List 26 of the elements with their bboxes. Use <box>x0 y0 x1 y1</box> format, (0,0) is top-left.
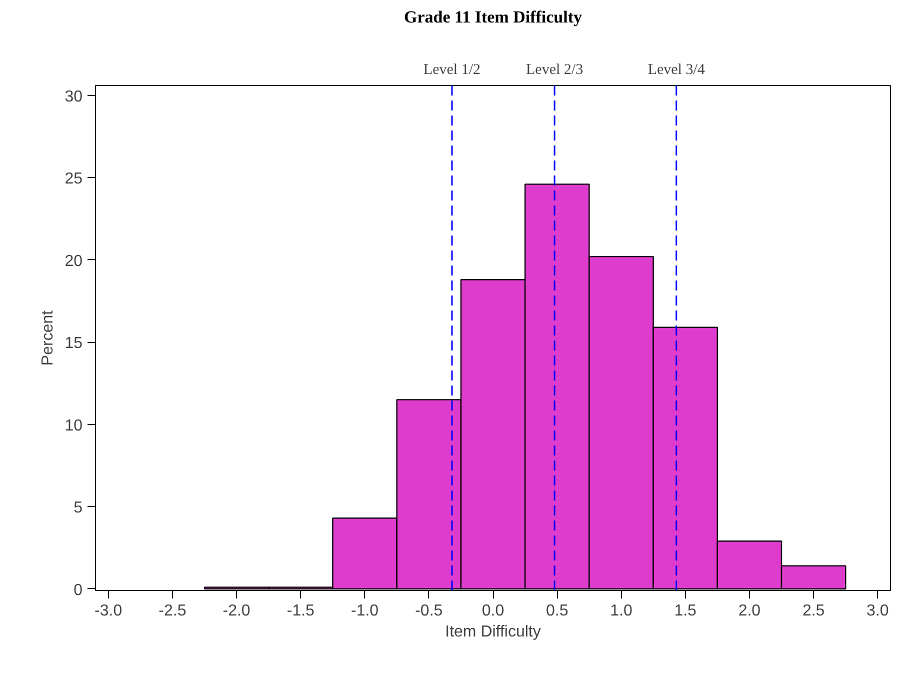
x-tick-label: -3.0 <box>94 602 122 620</box>
y-axis-title: Percent <box>40 310 57 366</box>
y-tick-label: 20 <box>64 252 83 270</box>
y-tick-label: 5 <box>74 500 83 517</box>
y-tick-label: 0 <box>74 582 83 599</box>
x-tick-label: 2.5 <box>802 602 825 620</box>
ref-line-label: Level 2/3 <box>526 62 584 78</box>
ref-line-label: Level 3/4 <box>648 62 706 78</box>
x-tick-label: -2.0 <box>222 602 250 620</box>
x-tick-label: 1.5 <box>674 602 697 620</box>
y-tick-label: 25 <box>64 170 83 188</box>
x-tick-label: 0.0 <box>482 602 504 620</box>
x-tick-label: 2.0 <box>738 602 761 620</box>
x-tick-label: 1.0 <box>610 602 632 620</box>
x-tick-label: -2.5 <box>158 602 186 620</box>
chart-title: Grade 11 Item Difficulty <box>404 8 582 26</box>
y-tick-label: 30 <box>64 88 83 106</box>
x-tick-label: -0.5 <box>415 602 443 620</box>
y-tick-label: 15 <box>64 335 83 352</box>
x-tick-label: -1.5 <box>286 602 315 620</box>
x-axis-title: Item Difficulty <box>445 624 541 640</box>
x-tick-label: 3.0 <box>866 602 889 620</box>
y-tick-label: 10 <box>64 417 83 434</box>
x-tick-label: -1.0 <box>350 602 379 620</box>
ref-line-label: Level 1/2 <box>423 62 481 78</box>
x-tick-label: 0.5 <box>546 602 568 620</box>
